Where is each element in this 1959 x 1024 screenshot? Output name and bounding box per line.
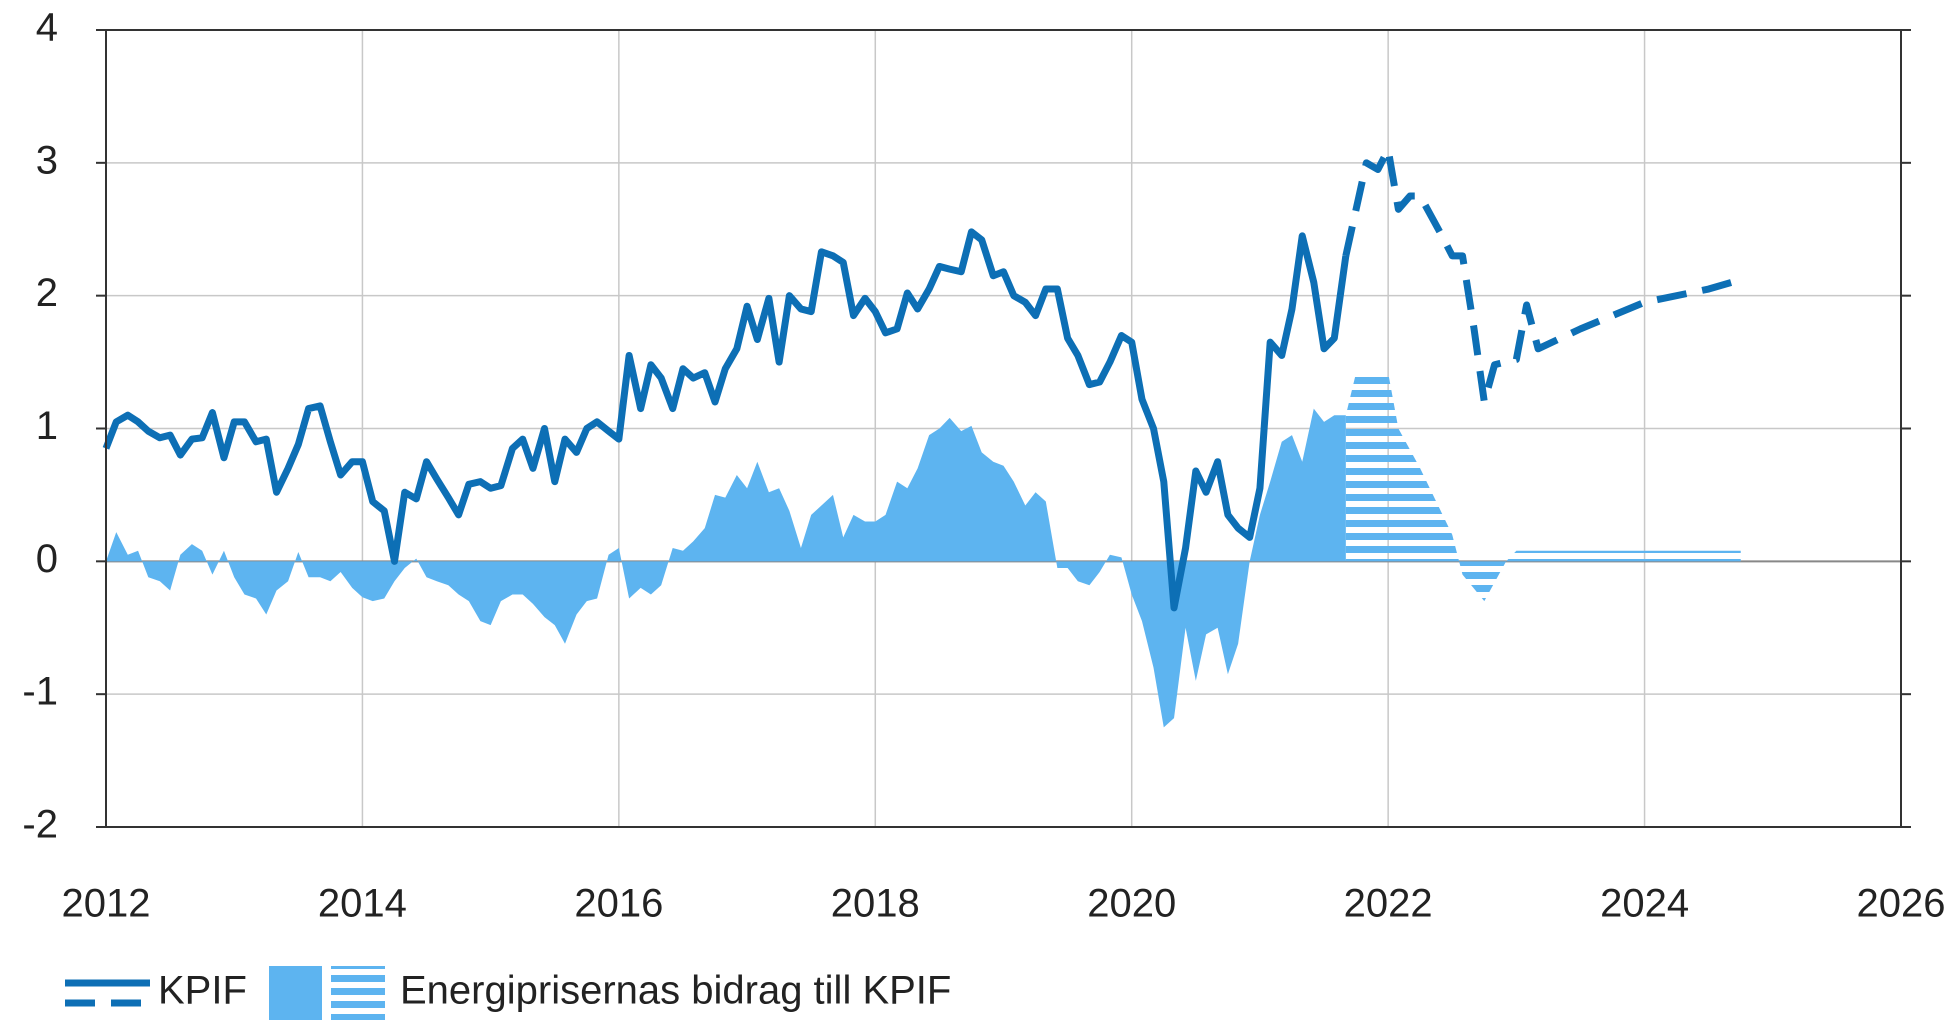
x-tick-label: 2024 [1600, 882, 1689, 926]
y-tick-label: 3 [36, 138, 58, 182]
forecast-line [1342, 146, 1742, 406]
legend-label: KPIF [158, 969, 247, 1013]
x-tick-label: 2026 [1857, 882, 1946, 926]
y-tick-label: 1 [36, 404, 58, 448]
area [106, 408, 1346, 728]
forecast-area [1345, 372, 1741, 602]
legend-label: Energiprisernas bidrag till KPIF [400, 969, 951, 1013]
x-tick-label: 2022 [1344, 882, 1433, 926]
x-tick-label: 2018 [831, 882, 920, 926]
y-tick-label: 2 [36, 271, 58, 315]
legend-swatch [269, 966, 322, 1020]
x-tick-label: 2012 [62, 882, 151, 926]
x-tick-label: 2014 [318, 882, 407, 926]
x-tick-label: 2020 [1087, 882, 1176, 926]
y-tick-label: 4 [36, 6, 58, 50]
legend-swatch [331, 966, 385, 1020]
y-tick-label: -1 [22, 670, 58, 714]
y-tick-label: -2 [22, 803, 58, 847]
line [102, 228, 1350, 612]
y-tick-label: 0 [36, 537, 58, 581]
plot-frame [105, 29, 1902, 828]
x-tick-label: 2016 [574, 882, 663, 926]
